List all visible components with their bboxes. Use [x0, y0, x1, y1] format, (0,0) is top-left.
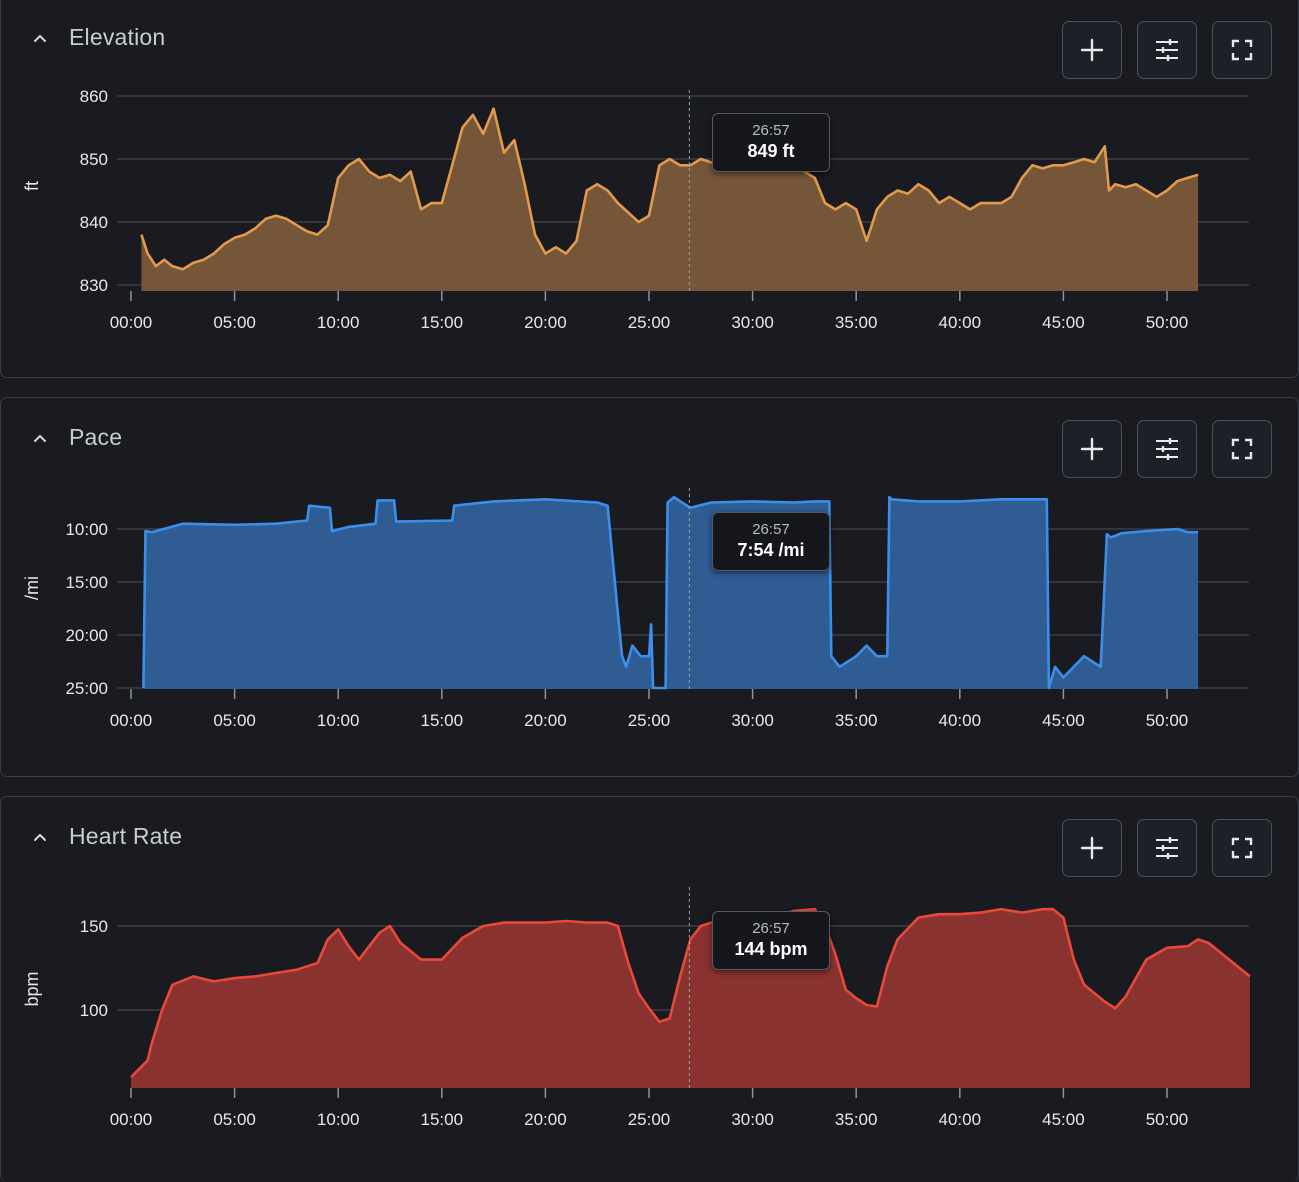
tooltip-time: 26:57 [752, 920, 790, 937]
y-tick-label: 15:00 [65, 573, 108, 592]
x-tick-label: 10:00 [317, 711, 360, 730]
x-tick-label: 25:00 [628, 1110, 671, 1129]
x-tick-label: 25:00 [628, 313, 671, 332]
y-tick-label: 850 [80, 150, 108, 169]
pace-tooltip: 26:57 7:54 /mi [712, 512, 830, 571]
y-tick-label: 10:00 [65, 520, 108, 539]
fullscreen-button[interactable] [1212, 21, 1272, 79]
collapse-chevron-up-icon[interactable] [29, 826, 51, 848]
x-tick-label: 40:00 [939, 1110, 982, 1129]
x-tick-label: 40:00 [939, 711, 982, 730]
settings-button[interactable] [1137, 21, 1197, 79]
add-button[interactable] [1062, 21, 1122, 79]
elevation-tooltip: 26:57 849 ft [712, 113, 830, 172]
panel-title: Elevation [69, 24, 166, 50]
y-tick-label: 830 [80, 276, 108, 295]
tooltip-time: 26:57 [752, 521, 790, 538]
x-tick-label: 50:00 [1146, 313, 1189, 332]
x-tick-label: 50:00 [1146, 1110, 1189, 1129]
heart-rate-chart[interactable]: 150 100 00:00 05:00 10:00 15:00 20:00 25:00 30:0… [0, 797, 1299, 1177]
x-tick-label: 40:00 [939, 313, 982, 332]
sliders-icon [1156, 39, 1178, 61]
sliders-icon [1156, 438, 1178, 460]
x-tick-label: 15:00 [421, 313, 464, 332]
settings-button[interactable] [1137, 819, 1197, 877]
x-tick-label: 35:00 [835, 711, 878, 730]
x-tick-label: 15:00 [421, 711, 464, 730]
plus-icon [1080, 38, 1104, 62]
y-tick-label: 150 [80, 917, 108, 936]
fullscreen-button[interactable] [1212, 819, 1272, 877]
panel-title: Pace [69, 424, 123, 450]
series-line [130, 907, 1251, 1079]
series-line [142, 495, 1199, 690]
x-tick-label: 35:00 [835, 313, 878, 332]
tooltip-time: 26:57 [752, 122, 790, 139]
x-tick-label: 10:00 [317, 313, 360, 332]
tooltip-value: 144 bpm [734, 939, 808, 959]
expand-icon [1231, 39, 1253, 61]
sliders-icon [1156, 837, 1178, 859]
settings-button[interactable] [1137, 420, 1197, 478]
plus-icon [1080, 437, 1104, 461]
heart-rate-tooltip: 26:57 144 bpm [712, 911, 830, 970]
x-tick-label: 25:00 [628, 711, 671, 730]
collapse-chevron-up-icon[interactable] [29, 27, 51, 49]
x-tick-label: 05:00 [213, 711, 256, 730]
x-tick-label: 45:00 [1042, 313, 1085, 332]
x-tick-label: 15:00 [421, 1110, 464, 1129]
x-tick-label: 00:00 [110, 313, 153, 332]
x-tick-label: 00:00 [110, 711, 153, 730]
x-tick-label: 30:00 [731, 1110, 774, 1129]
add-button[interactable] [1062, 420, 1122, 478]
series-area [143, 497, 1199, 689]
x-tick-label: 45:00 [1042, 711, 1085, 730]
y-tick-label: 840 [80, 213, 108, 232]
x-tick-label: 30:00 [731, 313, 774, 332]
collapse-chevron-up-icon[interactable] [29, 427, 51, 449]
y-tick-label: 25:00 [65, 679, 108, 698]
x-tick-label: 45:00 [1042, 1110, 1085, 1129]
y-axis-unit-label: ft [22, 181, 42, 191]
x-tick-label: 20:00 [524, 711, 567, 730]
plus-icon [1080, 836, 1104, 860]
x-tick-label: 30:00 [731, 711, 774, 730]
y-axis-unit-label: bpm [22, 971, 42, 1006]
x-tick-label: 10:00 [317, 1110, 360, 1129]
tooltip-value: 7:54 /mi [737, 540, 805, 560]
x-tick-label: 50:00 [1146, 711, 1189, 730]
series-line [140, 107, 1199, 271]
x-tick-label: 20:00 [524, 313, 567, 332]
series-area [141, 108, 1199, 291]
x-tick-label: 20:00 [524, 1110, 567, 1129]
series-area [131, 909, 1250, 1088]
y-axis-unit-label: /mi [22, 576, 42, 600]
x-tick-label: 05:00 [213, 313, 256, 332]
add-button[interactable] [1062, 819, 1122, 877]
tooltip-value: 849 ft [747, 141, 795, 161]
expand-icon [1231, 837, 1253, 859]
fullscreen-button[interactable] [1212, 420, 1272, 478]
x-tick-label: 35:00 [835, 1110, 878, 1129]
y-tick-label: 100 [80, 1001, 108, 1020]
x-tick-label: 05:00 [213, 1110, 256, 1129]
y-tick-label: 860 [80, 87, 108, 106]
panel-title: Heart Rate [69, 823, 183, 849]
expand-icon [1231, 438, 1253, 460]
x-tick-label: 00:00 [110, 1110, 153, 1129]
y-tick-label: 20:00 [65, 626, 108, 645]
